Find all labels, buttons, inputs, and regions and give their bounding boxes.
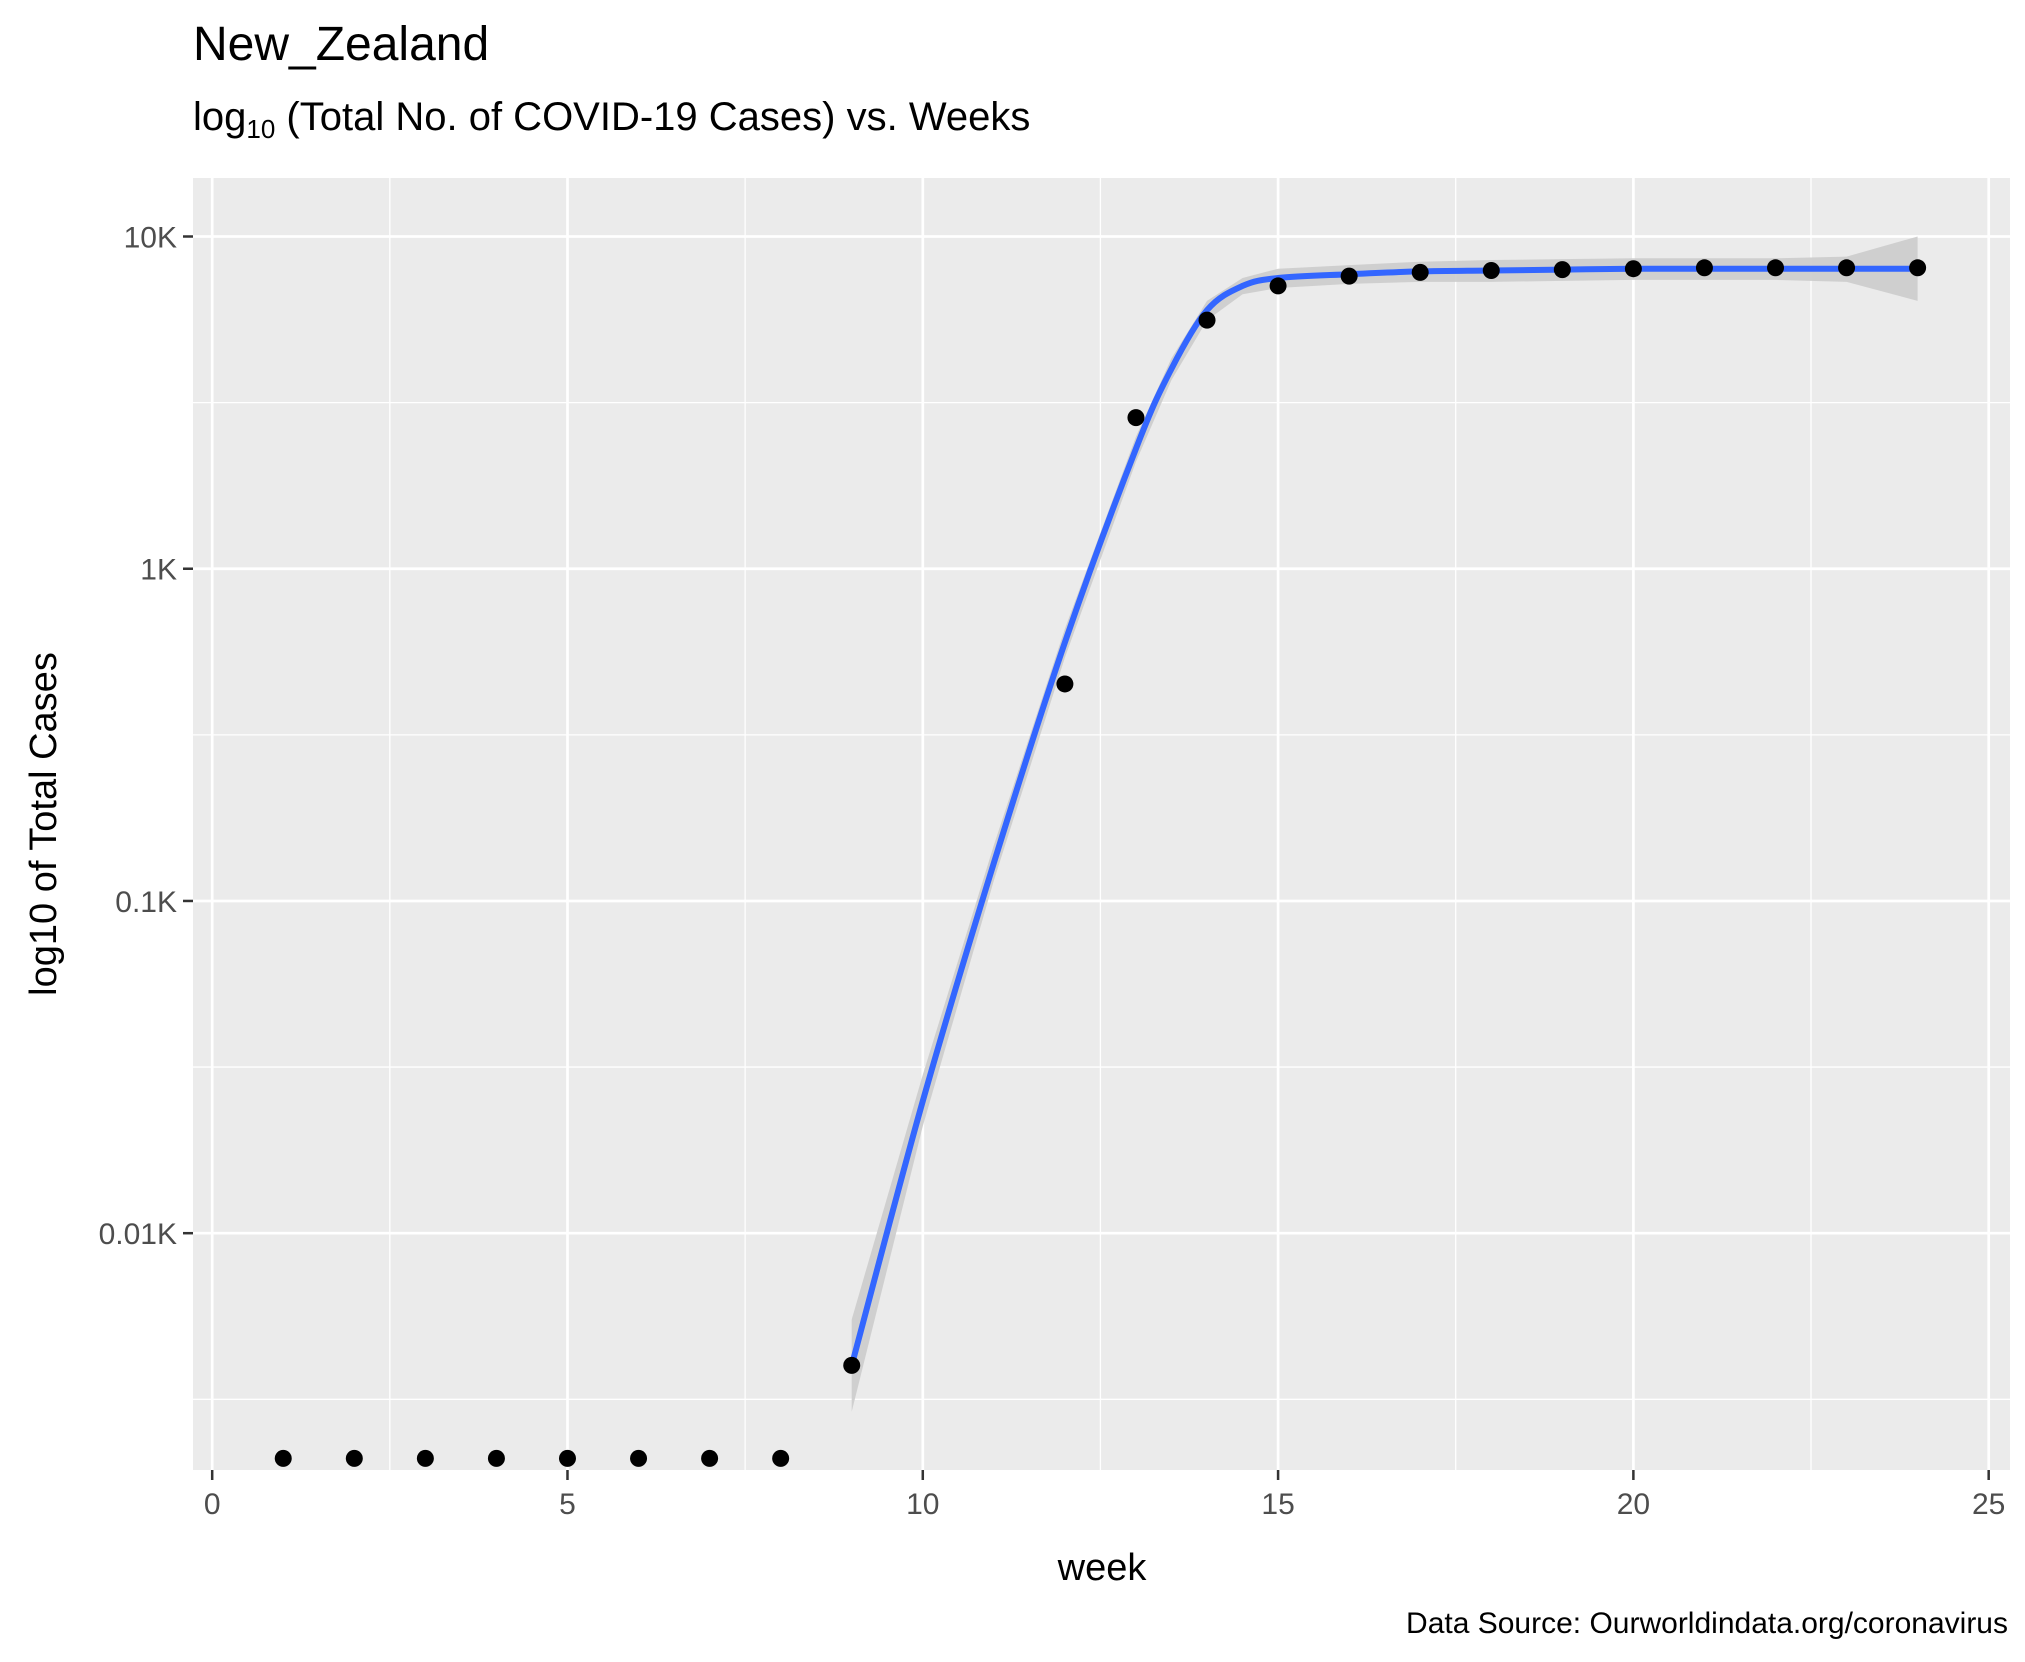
chart-subtitle: log10 (Total No. of COVID-19 Cases) vs. … bbox=[193, 95, 1030, 144]
data-point bbox=[701, 1449, 719, 1467]
data-point bbox=[1695, 259, 1713, 277]
subtitle-rest: (Total No. of COVID-19 Cases) vs. Weeks bbox=[275, 95, 1030, 139]
points-layer bbox=[274, 259, 1927, 1467]
data-point bbox=[558, 1449, 576, 1467]
subtitle-subscript: 10 bbox=[246, 114, 275, 144]
data-point bbox=[345, 1449, 363, 1467]
axes: 0 5 10 15 20 25 0.01K 0.1K 1K 10K bbox=[99, 222, 2006, 1521]
data-point bbox=[1198, 311, 1216, 329]
x-tick-label: 20 bbox=[1617, 1488, 1650, 1521]
fit-line bbox=[848, 265, 1921, 1369]
plot-panel bbox=[193, 178, 2010, 1470]
x-axis-title: week bbox=[1057, 1547, 1148, 1589]
data-point bbox=[1269, 277, 1287, 295]
x-tick-label: 15 bbox=[1261, 1488, 1294, 1521]
x-tick-label: 5 bbox=[559, 1488, 576, 1521]
data-point bbox=[1127, 409, 1145, 427]
data-point bbox=[843, 1356, 861, 1374]
data-point bbox=[1056, 675, 1074, 693]
data-point bbox=[1553, 261, 1571, 279]
chart-title: New_Zealand bbox=[193, 18, 489, 71]
y-tick-label: 0.01K bbox=[99, 1218, 177, 1251]
data-point bbox=[1340, 267, 1358, 285]
grid-lines bbox=[193, 178, 2010, 1470]
data-point bbox=[274, 1449, 292, 1467]
data-point bbox=[630, 1449, 648, 1467]
x-tick-label: 25 bbox=[1972, 1488, 2005, 1521]
data-point bbox=[416, 1449, 434, 1467]
data-point bbox=[1624, 260, 1642, 278]
data-point bbox=[487, 1449, 505, 1467]
x-tick-label: 0 bbox=[204, 1488, 221, 1521]
data-point bbox=[1411, 263, 1429, 281]
data-point bbox=[1482, 262, 1500, 280]
data-point bbox=[772, 1449, 790, 1467]
subtitle-prefix: log bbox=[193, 95, 246, 139]
x-tick-label: 10 bbox=[906, 1488, 939, 1521]
y-tick-label: 1K bbox=[140, 554, 177, 587]
y-axis-title: log10 of Total Cases bbox=[23, 652, 65, 996]
fit-line-layer bbox=[848, 265, 1921, 1369]
y-tick-label: 0.1K bbox=[115, 886, 177, 919]
data-point bbox=[1767, 259, 1785, 277]
data-point bbox=[1838, 259, 1856, 277]
y-tick-label: 10K bbox=[124, 222, 177, 255]
data-point bbox=[1909, 259, 1927, 277]
data-source-caption: Data Source: Ourworldindata.org/coronavi… bbox=[1406, 1607, 2008, 1640]
